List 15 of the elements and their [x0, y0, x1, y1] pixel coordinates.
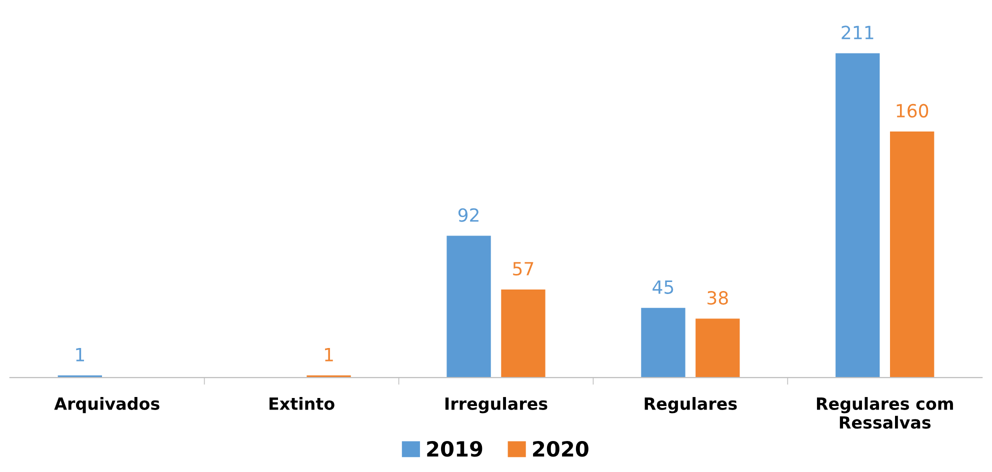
data-label: 1 — [76, 348, 84, 362]
x-tick-label: Regulares com Ressalvas — [816, 397, 953, 429]
data-label: 38 — [708, 291, 728, 305]
data-label: 211 — [842, 26, 874, 40]
data-label: 160 — [896, 104, 928, 118]
data-label: 1 — [325, 348, 333, 362]
legend-label: 2020 — [533, 441, 588, 457]
data-label: 92 — [458, 208, 478, 222]
x-tick-label: Irregulares — [445, 397, 548, 414]
x-tick-label: Extinto — [270, 397, 334, 410]
x-tick-label: Arquivados — [54, 397, 160, 414]
data-label: 57 — [513, 262, 534, 276]
data-label: 45 — [652, 280, 674, 294]
legend-label: 2019 — [427, 441, 482, 457]
x-tick-label: Regulares — [644, 397, 737, 414]
